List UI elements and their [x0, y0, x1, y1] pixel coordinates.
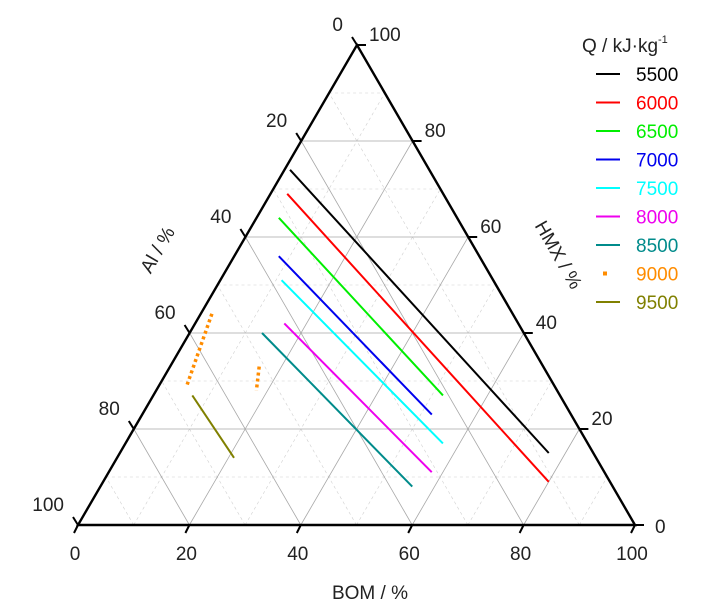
- left-tick-label: 40: [210, 207, 231, 228]
- bottom-tick-label: 80: [510, 544, 531, 565]
- gridline-al-major: [245, 236, 413, 526]
- bottom-tick-label: 20: [176, 544, 197, 565]
- series-line-7500: [280, 279, 444, 445]
- legend-label: 7000: [636, 151, 678, 172]
- ternary-triangle: [75, 42, 638, 527]
- series-line-8500: [261, 332, 413, 488]
- gridline-al-minor: [105, 476, 134, 526]
- bottom-tick-label: 100: [616, 544, 648, 565]
- gridline-al-minor: [217, 284, 357, 526]
- right-tick-label: 0: [655, 517, 666, 538]
- left-tick-label: 60: [154, 303, 175, 324]
- series-line-5500: [289, 169, 550, 454]
- gridline-bom-minor: [244, 188, 441, 526]
- right-axis-tick-labels: 0 20 40 60 80 100: [369, 25, 666, 538]
- left-tick: [72, 516, 79, 526]
- right-axis-title: HMX / %: [530, 218, 586, 294]
- left-tick-label: 80: [99, 399, 120, 420]
- series-line-9500: [191, 394, 235, 459]
- gridline-al-major: [133, 428, 190, 526]
- gridline-bom-major: [411, 332, 525, 526]
- left-tick-label: 100: [32, 495, 64, 516]
- ternary-axes: [75, 42, 638, 527]
- left-tick: [351, 36, 358, 46]
- left-axis-tick-labels: 0 20 40 60 80 100: [32, 15, 343, 516]
- gridline-bom-major: [300, 236, 469, 526]
- legend-label: 5500: [636, 65, 678, 86]
- bottom-tick: [407, 524, 414, 534]
- series-line-9000: [185, 313, 214, 387]
- legend-items: 5500 6000 6500 7000 7500 8000 8500 9000 9500: [596, 65, 678, 314]
- bottom-axis-tick-labels: 0 20 40 60 80 100: [70, 544, 648, 565]
- legend: Q / kJ·kg-1 5500 6000 6500 7000 7500 8000 8500…: [582, 34, 678, 314]
- bottom-axis-title: BOM / %: [332, 583, 408, 604]
- series-line-6000: [286, 193, 550, 483]
- data-series: [185, 169, 550, 488]
- legend-swatch: [603, 271, 607, 276]
- bottom-tick-label: 40: [287, 544, 308, 565]
- legend-label: 9500: [636, 293, 678, 314]
- legend-item-9500: 9500: [596, 293, 678, 314]
- bottom-tick: [630, 524, 636, 534]
- legend-label: 8000: [636, 208, 678, 229]
- gridline-al-minor: [328, 92, 580, 526]
- legend-item-9000: 9000: [603, 265, 678, 286]
- gridline-al-minor: [161, 380, 246, 526]
- bottom-tick: [295, 524, 302, 534]
- right-tick-label: 60: [480, 217, 501, 238]
- right-tick-label: 80: [425, 121, 446, 142]
- left-tick: [127, 420, 135, 430]
- gridline-bom-minor: [356, 284, 497, 526]
- minor-gridlines: [105, 92, 608, 526]
- left-tick-label: 0: [332, 15, 343, 36]
- gridline-bom-major: [523, 428, 580, 526]
- legend-label: 6500: [636, 122, 678, 143]
- bottom-tick-label: 0: [70, 544, 81, 565]
- left-tick: [239, 228, 247, 238]
- gridline-bom-minor: [133, 92, 386, 526]
- tick-marks: [72, 36, 644, 534]
- gridline-al-major: [189, 332, 302, 526]
- gridline-al-minor: [273, 188, 469, 526]
- series-line-7000: [278, 255, 433, 416]
- legend-item-7500: 7500: [596, 179, 678, 200]
- legend-title: Q / kJ·kg-1: [582, 34, 668, 57]
- legend-item-6500: 6500: [596, 122, 678, 143]
- right-tick-label: 20: [591, 409, 612, 430]
- gridline-bom-minor: [467, 380, 552, 526]
- left-tick: [295, 132, 303, 142]
- series-line-6500: [278, 217, 444, 397]
- legend-item-8500: 8500: [596, 236, 678, 257]
- series-line-9000: [254, 366, 261, 391]
- gridline-bom-minor: [579, 476, 608, 526]
- legend-label: 7500: [636, 179, 678, 200]
- right-tick-label: 40: [536, 313, 557, 334]
- left-tick-label: 20: [266, 111, 287, 132]
- bottom-tick-label: 60: [399, 544, 420, 565]
- legend-label: 6000: [636, 94, 678, 115]
- legend-item-8000: 8000: [596, 208, 678, 229]
- left-tick: [183, 324, 191, 334]
- bottom-tick: [73, 524, 79, 534]
- legend-label: 9000: [636, 265, 678, 286]
- major-gridlines: [133, 140, 580, 526]
- left-axis-title: Al / %: [137, 223, 180, 277]
- right-tick-label: 100: [369, 25, 401, 46]
- legend-item-5500: 5500: [596, 65, 678, 86]
- bottom-tick: [518, 524, 525, 534]
- bottom-tick: [184, 524, 191, 534]
- legend-item-7000: 7000: [596, 151, 678, 172]
- legend-label: 8500: [636, 236, 678, 257]
- series-line-8000: [283, 322, 433, 473]
- legend-item-6000: 6000: [596, 94, 678, 115]
